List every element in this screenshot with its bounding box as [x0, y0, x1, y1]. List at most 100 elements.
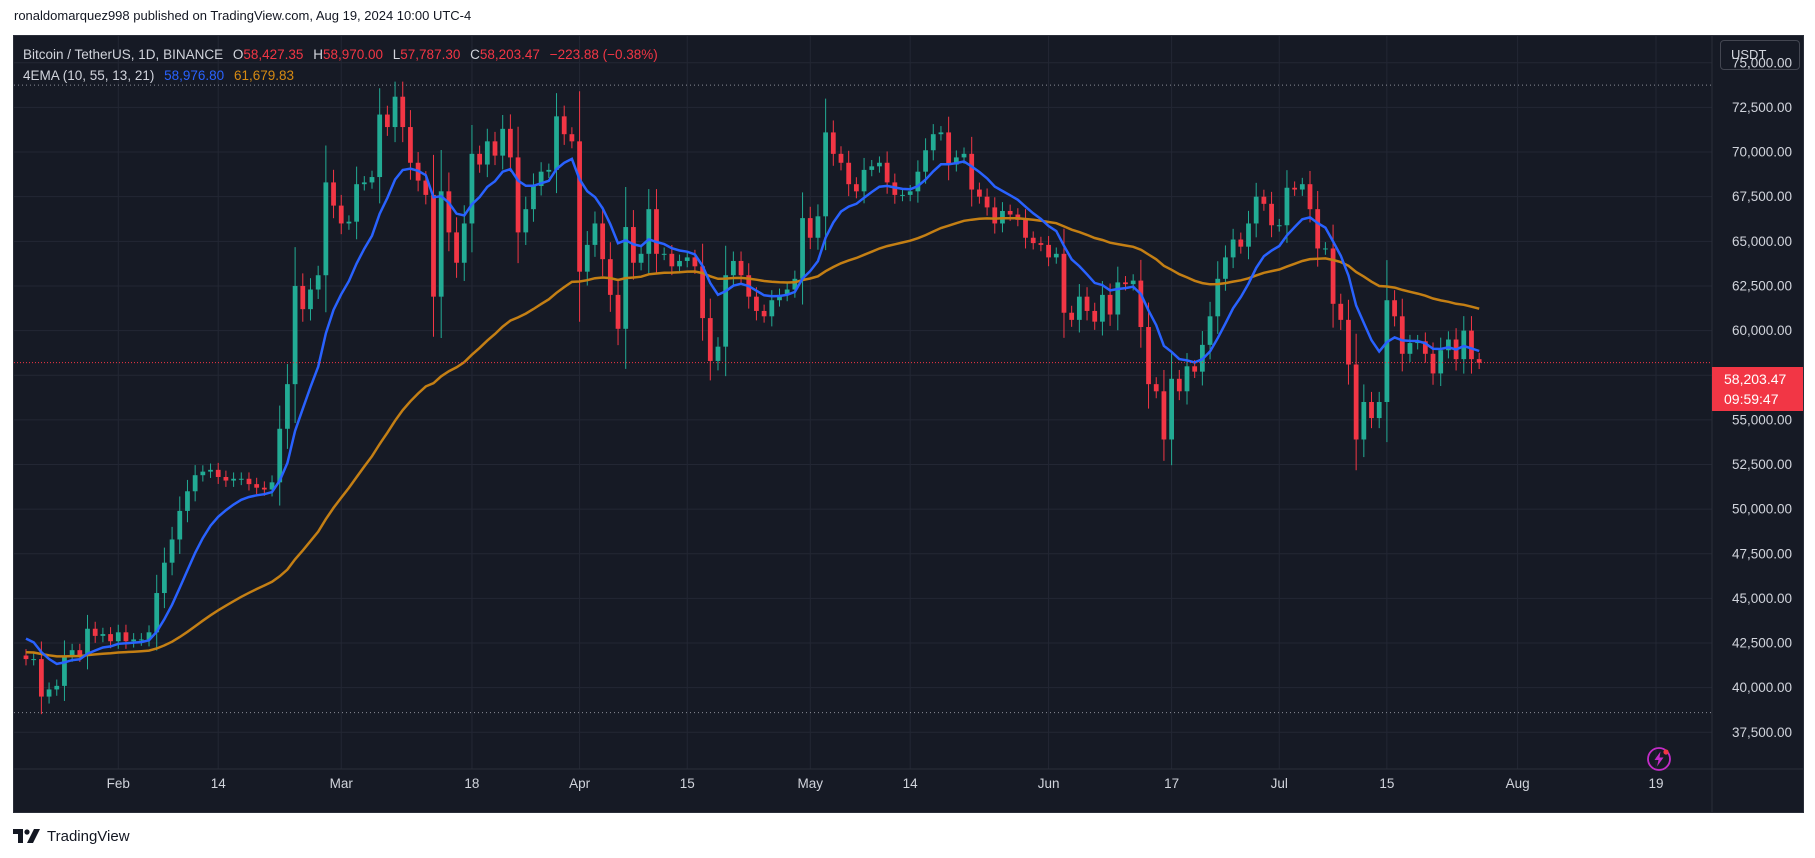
candle-body [754, 296, 759, 311]
candle-body [431, 194, 436, 297]
candle-body [1361, 402, 1367, 440]
price-chart[interactable]: 37,500.00 40,000.00 42,500.00 45,000.00 47,5… [14, 36, 1803, 812]
y-tick-label: 70,000.00 [1732, 145, 1792, 160]
candle-body [846, 162, 852, 185]
indicator-label[interactable]: 4EMA (10, 55, 13, 21) [23, 68, 155, 83]
candle-body [1299, 184, 1305, 190]
candle-body [738, 260, 744, 276]
symbol-label[interactable]: Bitcoin / TetherUS, 1D, BINANCE [23, 47, 224, 62]
last-price-tag: 58,203.47 09:59:47 [1712, 367, 1803, 411]
candle-body [338, 205, 344, 224]
candle-body [300, 285, 306, 310]
candle-body [238, 478, 244, 480]
last-price-value: 58,203.47 [1724, 371, 1787, 387]
candle-body [185, 491, 190, 511]
candle-body [223, 476, 229, 481]
candle-body [538, 171, 544, 186]
candle-body [77, 650, 83, 656]
candle-body [1276, 225, 1282, 227]
candle-body [215, 469, 221, 477]
candle-body [469, 153, 475, 224]
candle-body [907, 191, 913, 195]
candle-body [1346, 319, 1351, 365]
x-tick-label: Mar [330, 776, 354, 791]
candle-body [169, 539, 175, 563]
candle-body [707, 318, 713, 361]
candle-body [423, 180, 429, 195]
candle-body [484, 141, 490, 165]
x-tick-label: 14 [903, 776, 919, 791]
candle-body [1123, 282, 1128, 285]
candle-body [1307, 184, 1313, 210]
indicator-row: 4EMA (10, 55, 13, 21) 58,976.80 61,679.8… [23, 65, 658, 86]
candle-body [377, 114, 383, 178]
candle-body [1369, 402, 1374, 419]
low-label: L [392, 47, 401, 62]
y-tick-label: 42,500.00 [1732, 636, 1792, 651]
candle-body [231, 478, 236, 481]
lightning-icon[interactable] [1646, 746, 1672, 772]
candle-body [1469, 330, 1474, 360]
candle-body [515, 157, 521, 233]
candle-body [1392, 300, 1397, 317]
y-tick-label: 67,500.00 [1732, 189, 1792, 204]
currency-button[interactable]: USDT [1720, 40, 1800, 70]
open-value: 58,427.35 [243, 47, 304, 62]
x-tick-label: 15 [680, 776, 695, 791]
y-tick-label: 75,000.00 [1732, 55, 1792, 70]
candle-body [1069, 312, 1075, 320]
candle-body [938, 132, 944, 135]
candle-body [1407, 343, 1413, 354]
candle-body [1084, 296, 1090, 311]
candle-body [1353, 364, 1359, 440]
candle-body [1007, 210, 1013, 215]
candle-body [38, 659, 44, 697]
candle-body [615, 294, 621, 329]
chart-legend: Bitcoin / TetherUS, 1D, BINANCE O58,427.… [23, 44, 658, 86]
y-tick-label: 52,500.00 [1732, 457, 1792, 472]
candle-body [923, 150, 928, 172]
candle-body [508, 128, 513, 158]
candle-body [1422, 341, 1428, 354]
candle-body [246, 478, 252, 485]
candle-body [592, 223, 598, 245]
ohlc-row: Bitcoin / TetherUS, 1D, BINANCE O58,427.… [23, 44, 658, 65]
candle-body [1384, 300, 1390, 402]
candle-body [361, 182, 367, 185]
y-tick-label: 50,000.00 [1732, 502, 1792, 517]
candle-body [807, 218, 813, 238]
candle-body [54, 685, 60, 690]
candle-body [1476, 359, 1482, 363]
candle-body [292, 285, 298, 385]
candle-body [1138, 280, 1144, 328]
footer-brand[interactable]: TradingView [13, 826, 130, 846]
candle-body [1023, 219, 1028, 238]
candle-body [46, 689, 52, 697]
candle-body [1169, 378, 1174, 440]
candle-body [1115, 282, 1121, 315]
candle-body [1076, 296, 1082, 320]
candle-body [261, 487, 267, 490]
candle-body [654, 209, 659, 254]
x-tick-label: 14 [211, 776, 227, 791]
candle-body [777, 294, 782, 301]
candle-body [400, 96, 406, 128]
candle-body [1130, 280, 1136, 285]
candle-body [162, 562, 167, 594]
candle-body [523, 209, 529, 233]
x-tick-label: Apr [569, 776, 591, 791]
candle-body [408, 127, 413, 163]
y-tick-label: 45,000.00 [1732, 591, 1792, 606]
candle-body [1107, 294, 1113, 315]
candle-body [477, 153, 483, 165]
candle-body [823, 132, 829, 217]
candle-body [961, 153, 967, 158]
candle-body [85, 628, 90, 656]
candle-body [1161, 391, 1167, 440]
candle-body [200, 471, 206, 476]
chart-panel[interactable]: 37,500.00 40,000.00 42,500.00 45,000.00 47,5… [13, 35, 1804, 813]
candle-body [992, 207, 998, 224]
candle-body [638, 253, 644, 263]
candle-body [577, 141, 582, 272]
candle-body [277, 428, 283, 483]
